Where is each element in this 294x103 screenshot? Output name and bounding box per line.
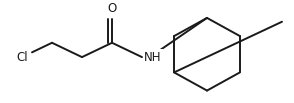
Text: NH: NH [144, 51, 161, 64]
Text: O: O [107, 2, 117, 15]
Text: Cl: Cl [16, 51, 28, 64]
